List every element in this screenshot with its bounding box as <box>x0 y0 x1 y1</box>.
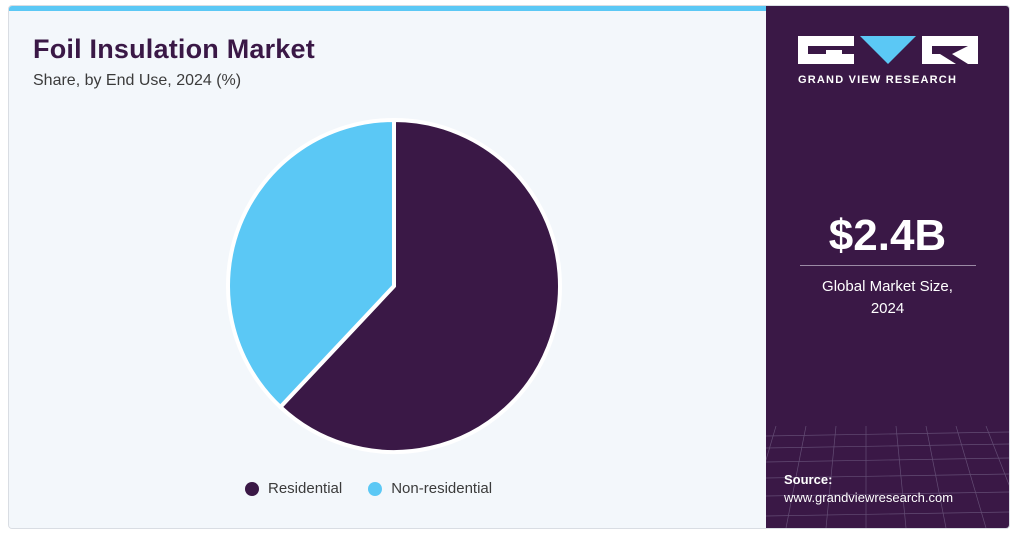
legend-item-residential: Residential <box>245 480 342 497</box>
accent-bar <box>9 6 766 11</box>
legend-label-residential: Residential <box>268 480 343 497</box>
market-size-label-line2: 2024 <box>870 300 905 317</box>
summary-panel: GRAND VIEW RESEARCH $2.4B Global Market … <box>766 6 1009 528</box>
chart-title: Foil Insulation Market <box>33 34 315 64</box>
market-size-value: $2.4B <box>828 211 947 260</box>
legend-swatch-non-residential <box>368 481 383 496</box>
infographic-card: Foil Insulation Market Share, by End Use… <box>8 5 1010 529</box>
decorative-grid <box>766 426 1009 528</box>
pie-chart <box>226 118 562 454</box>
gvr-logo-icon <box>798 36 978 64</box>
source-link[interactable]: www.grandviewresearch.com <box>784 490 954 505</box>
legend-label-non-residential: Non-residential <box>391 480 493 497</box>
source-label: Source: <box>784 472 833 487</box>
chart-panel: Foil Insulation Market Share, by End Use… <box>9 6 766 528</box>
chart-legend: Residential Non-residential <box>245 480 492 497</box>
market-size-label: Global Market Size, 2024 <box>766 276 1009 320</box>
pie-slice-residential <box>278 118 562 454</box>
market-size-label-line1: Global Market Size, <box>822 278 953 295</box>
chart-subtitle: Share, by End Use, 2024 (%) <box>33 72 242 89</box>
stat-divider <box>800 265 976 266</box>
legend-swatch-residential <box>245 481 259 496</box>
legend-item-non-residential: Non-residential <box>368 480 492 497</box>
brand-name: GRAND VIEW RESEARCH <box>798 74 958 86</box>
pie-slice-non-residential <box>226 118 396 410</box>
